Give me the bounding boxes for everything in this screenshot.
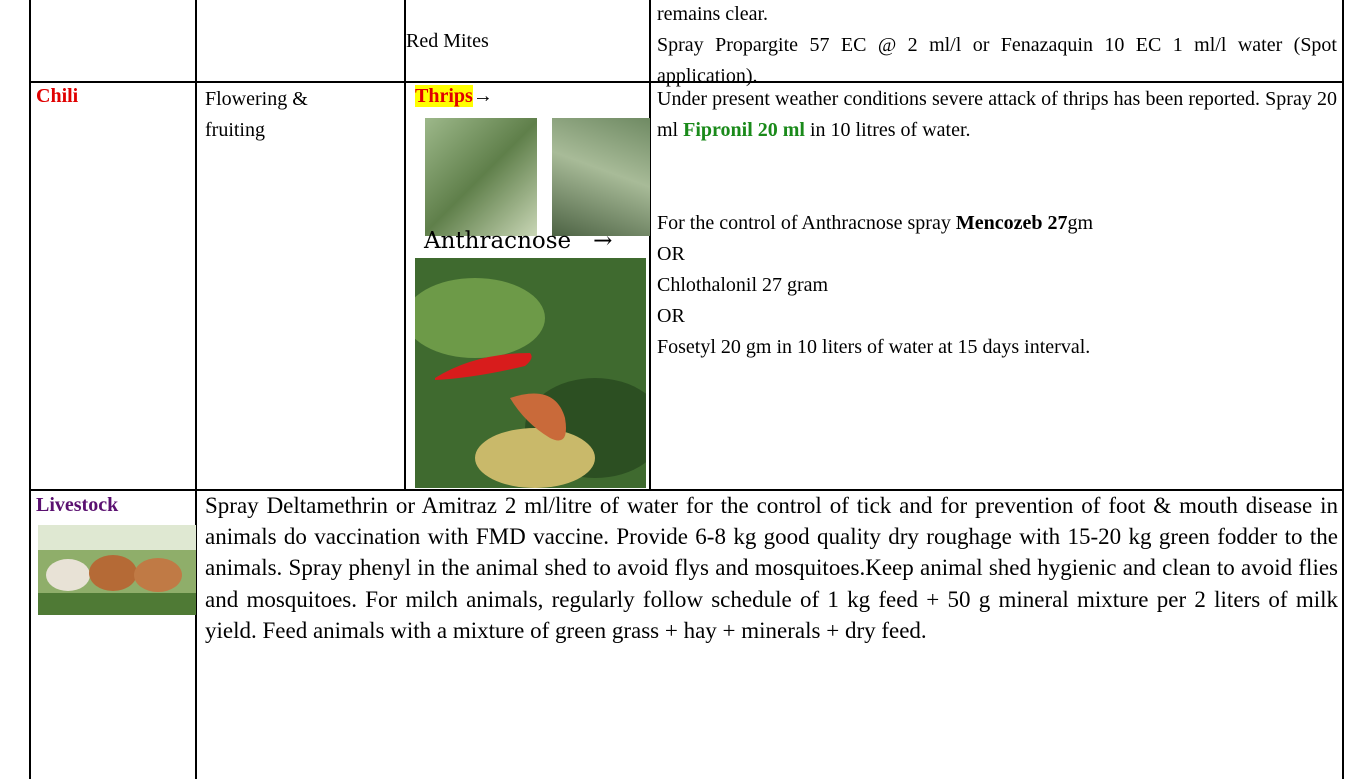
pest-name: Red Mites <box>406 30 489 53</box>
arrow: → <box>593 228 612 254</box>
advisory-line: OR <box>657 301 1337 332</box>
border <box>195 0 197 779</box>
pest-name: Anthracnose <box>424 228 571 254</box>
crop-name: Livestock <box>36 494 118 517</box>
crop-name: Chili <box>36 85 78 108</box>
advisory-line: OR <box>657 239 1337 270</box>
advisory: Under present weather conditions severe … <box>657 84 1337 363</box>
advisory-line: remains clear. <box>657 0 1337 30</box>
advisory: Spray Deltamethrin or Amitraz 2 ml/litre… <box>205 490 1338 646</box>
text: in 10 litres of water. <box>810 119 971 141</box>
product: Mencozeb 27 <box>956 212 1068 234</box>
thrips-image <box>425 118 537 236</box>
arrow: → <box>473 85 493 107</box>
border <box>649 0 651 490</box>
page: Red Mites remains clear. Spray Propargit… <box>0 0 1362 779</box>
crop-stage: Flowering & fruiting <box>205 84 325 146</box>
border <box>404 0 406 490</box>
text: gm <box>1067 212 1093 234</box>
border <box>29 0 31 779</box>
advisory: remains clear. Spray Propargite 57 EC @ … <box>657 0 1337 92</box>
text: For the control of Anthracnose spray <box>657 212 951 234</box>
thrips-image <box>552 118 650 236</box>
pest-label: Anthracnose → <box>424 228 612 254</box>
livestock-image <box>38 525 196 615</box>
anthracnose-image <box>415 258 646 488</box>
advisory-paragraph: Under present weather conditions severe … <box>657 84 1337 146</box>
pest-name: Thrips <box>415 85 473 107</box>
product: Fipronil 20 ml <box>683 119 805 141</box>
advisory-line: Fosetyl 20 gm in 10 liters of water at 1… <box>657 332 1337 363</box>
advisory-line: Spray Propargite 57 EC @ 2 ml/l or Fenaz… <box>657 30 1337 92</box>
border <box>1342 0 1344 779</box>
pest-label: Thrips→ <box>415 85 493 108</box>
advisory-line: Chlothalonil 27 gram <box>657 270 1337 301</box>
advisory-paragraph: For the control of Anthracnose spray Men… <box>657 208 1337 239</box>
